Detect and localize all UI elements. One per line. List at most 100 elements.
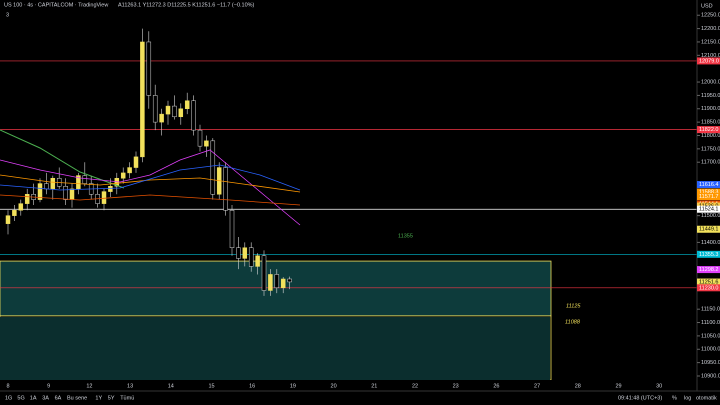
currency: USD bbox=[701, 3, 713, 9]
toolbar: 1G 5G 1A 3A 6A Bu sene 1Y 5Y Tümü bbox=[0, 390, 720, 401]
range-button[interactable]: 6A bbox=[55, 395, 62, 401]
candle-body bbox=[197, 129, 203, 147]
candle-body bbox=[5, 215, 11, 224]
y-tick-label: 11000.0 bbox=[701, 347, 720, 353]
x-tick-label: 13 bbox=[127, 383, 133, 389]
candle-body bbox=[165, 105, 171, 115]
price-label-bg bbox=[697, 188, 720, 196]
percent-toggle[interactable]: % bbox=[672, 395, 677, 401]
candle-body bbox=[76, 175, 81, 190]
price-label-bg bbox=[697, 181, 720, 189]
x-tick-label: 29 bbox=[615, 383, 621, 389]
x-tick-label: 14 bbox=[168, 383, 174, 389]
candle-body bbox=[159, 113, 164, 123]
candle-body bbox=[152, 95, 158, 123]
price-label-bg bbox=[697, 225, 720, 233]
y-tick-label: 10950.0 bbox=[701, 360, 720, 366]
y-tick-label: 11150.0 bbox=[701, 307, 720, 313]
candle-body bbox=[108, 186, 113, 192]
range-button[interactable]: 1Y bbox=[95, 395, 102, 401]
candle-body bbox=[223, 167, 228, 211]
candle-body bbox=[248, 247, 254, 267]
candle-body bbox=[50, 177, 56, 190]
price-label-bg bbox=[697, 57, 720, 65]
candle-body bbox=[242, 247, 248, 259]
y-tick-label: 11750.0 bbox=[701, 146, 720, 152]
candle-body bbox=[178, 108, 184, 118]
auto-toggle[interactable]: otomatik bbox=[696, 395, 717, 401]
annotation: 11088 bbox=[565, 319, 581, 325]
candle-body bbox=[191, 100, 196, 131]
log-toggle[interactable]: log bbox=[684, 395, 691, 401]
candle-body bbox=[120, 172, 126, 179]
ma-line bbox=[0, 174, 301, 193]
candle-body bbox=[229, 210, 235, 248]
y-tick-label: 12150.0 bbox=[701, 39, 720, 45]
price-label-bg bbox=[697, 266, 720, 274]
price-label-bg bbox=[697, 284, 720, 292]
candle-body bbox=[18, 203, 24, 211]
x-tick-label: 22 bbox=[412, 383, 418, 389]
x-tick-label: 8 bbox=[6, 383, 9, 389]
y-tick-label: 12100.0 bbox=[701, 53, 720, 59]
candle-body bbox=[140, 41, 145, 158]
y-tick-label: 11800.0 bbox=[701, 133, 720, 139]
range-button[interactable]: Bu sene bbox=[67, 395, 87, 401]
candle-body bbox=[69, 188, 75, 200]
price-label-bg bbox=[697, 205, 720, 213]
x-tick-label: 12 bbox=[86, 383, 92, 389]
candle-body bbox=[210, 140, 216, 195]
candle-body bbox=[184, 100, 190, 110]
range-button[interactable]: 5G bbox=[17, 395, 24, 401]
candle-body bbox=[133, 156, 139, 168]
candle-body bbox=[255, 255, 260, 267]
x-tick-label: 16 bbox=[249, 383, 255, 389]
y-tick-label: 11700.0 bbox=[701, 160, 720, 166]
clock: 09:41:48 (UTC+3) bbox=[618, 395, 662, 401]
annotation: 11125 bbox=[566, 303, 581, 309]
plot bbox=[0, 28, 697, 381]
range-button[interactable]: 5Y bbox=[108, 395, 115, 401]
y-tick-label: 12000.0 bbox=[701, 79, 720, 85]
price-label: 11822.0 bbox=[699, 127, 718, 133]
x-tick-label: 26 bbox=[493, 383, 499, 389]
range-button[interactable]: 1G bbox=[5, 395, 12, 401]
x-tick-label: 21 bbox=[371, 383, 377, 389]
price-label-bg bbox=[697, 126, 720, 134]
candle-body bbox=[236, 247, 241, 259]
x-tick-label: 15 bbox=[208, 383, 214, 389]
y-tick-label: 11100.0 bbox=[701, 320, 720, 326]
candle-body bbox=[287, 278, 292, 283]
candle-body bbox=[127, 167, 132, 174]
x-tick-label: 19 bbox=[290, 383, 296, 389]
x-tick-label: 9 bbox=[47, 383, 50, 389]
price-label: 11449.1 bbox=[699, 227, 718, 233]
price-label: 11616.4 bbox=[699, 182, 718, 188]
x-tick-label: 20 bbox=[331, 383, 337, 389]
ma-line bbox=[0, 164, 301, 191]
candle-body bbox=[204, 140, 209, 147]
price-label-bg bbox=[697, 192, 720, 200]
symbol-title: US 100 · 4s · CAPITALCOM · TradingView bbox=[4, 2, 108, 8]
y-tick-label: 10900.0 bbox=[701, 373, 720, 379]
ohlc-readout: A11263.1 Y11272.3 D11225.5 K11251.6 −11.… bbox=[118, 2, 255, 8]
candle-body bbox=[63, 186, 68, 200]
range-button[interactable]: 3A bbox=[42, 395, 49, 401]
candle-body bbox=[101, 191, 107, 204]
candle-body bbox=[146, 41, 152, 96]
range-button[interactable]: 1A bbox=[30, 395, 37, 401]
candle-body bbox=[12, 210, 17, 216]
candle-body bbox=[172, 105, 177, 118]
candle-body bbox=[24, 194, 30, 204]
range-button[interactable]: Tümü bbox=[120, 395, 134, 401]
candle-body bbox=[82, 175, 88, 184]
price-label: 11588.3 bbox=[699, 190, 718, 196]
candle-body bbox=[37, 183, 43, 200]
price-label: 11230.0 bbox=[699, 285, 718, 291]
price-label: 11355.3 bbox=[699, 252, 718, 258]
candle-body bbox=[261, 255, 267, 291]
y-tick-label: 11050.0 bbox=[701, 333, 720, 339]
zone-fill bbox=[0, 316, 550, 380]
indicator-count: 3 bbox=[6, 12, 9, 18]
x-tick-label: 30 bbox=[656, 383, 662, 389]
